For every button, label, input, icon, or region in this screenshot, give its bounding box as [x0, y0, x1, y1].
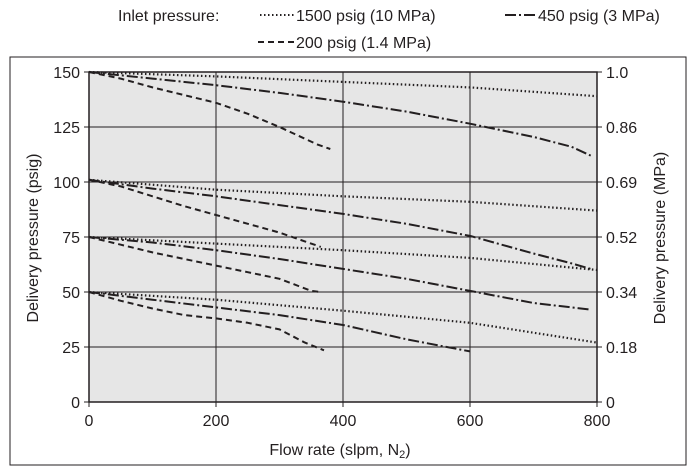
series-line-dashed-150 [88, 71, 331, 150]
legend-label-1500psig: 1500 psig (10 MPa) [296, 8, 436, 25]
chart-frame [9, 56, 687, 466]
x-tick-label: 600 [457, 413, 484, 430]
series-line-dashdot-100 [88, 178, 591, 270]
x-tick-label: 200 [203, 413, 230, 430]
y-right-tick-label: 0.86 [606, 120, 637, 137]
x-tick-label: 400 [330, 413, 357, 430]
y-tick-label: 75 [62, 230, 80, 247]
series-lines [88, 70, 598, 353]
y-tick-label: 25 [62, 340, 80, 357]
series-line-dashed-100 [88, 178, 322, 248]
series-line-dotted-50 [88, 290, 598, 344]
x-axis-title: Flow rate (slpm, N2) [269, 442, 410, 461]
y-tick-label: 50 [62, 285, 80, 302]
series-line-dashdot-50 [88, 291, 471, 353]
grid-lines [89, 72, 597, 402]
y-axis-title-left: Delivery pressure (psig) [25, 154, 42, 323]
y-axis-title-right: Delivery pressure (MPa) [652, 152, 669, 324]
y-right-tick-label: 0.18 [606, 340, 637, 357]
y-right-tick-label: 0 [606, 395, 615, 412]
series-line-dashed-50 [88, 291, 325, 352]
x-tick-label: 800 [584, 413, 611, 430]
y-tick-label: 0 [71, 395, 80, 412]
y-right-tick-label: 0.34 [606, 285, 637, 302]
series-line-dashdot-150 [88, 71, 592, 157]
series-line-dotted-100 [88, 178, 598, 212]
axis-tick-labels: 0 200 400 600 800025507510012515000.180.340.… [53, 65, 637, 430]
x-tick-label: 0 [85, 413, 94, 430]
legend-label-200psig: 200 psig (1.4 MPa) [296, 35, 431, 52]
y-right-tick-label: 0.69 [606, 175, 637, 192]
series-line-dashed-75 [88, 236, 321, 293]
chart-legend: Inlet pressure: 1500 psig (10 MPa) 450 p… [118, 8, 660, 52]
legend-label-450psig: 450 psig (3 MPa) [538, 8, 660, 25]
y-right-tick-label: 0.52 [606, 230, 637, 247]
y-tick-label: 150 [53, 65, 80, 82]
y-tick-label: 125 [53, 120, 80, 137]
series-line-dotted-75 [88, 235, 598, 272]
y-tick-label: 100 [53, 175, 80, 192]
series-line-dashdot-75 [88, 236, 591, 311]
series-line-dotted-150 [88, 70, 598, 98]
legend-title: Inlet pressure: [118, 8, 219, 25]
y-right-tick-label: 1.0 [606, 65, 628, 82]
